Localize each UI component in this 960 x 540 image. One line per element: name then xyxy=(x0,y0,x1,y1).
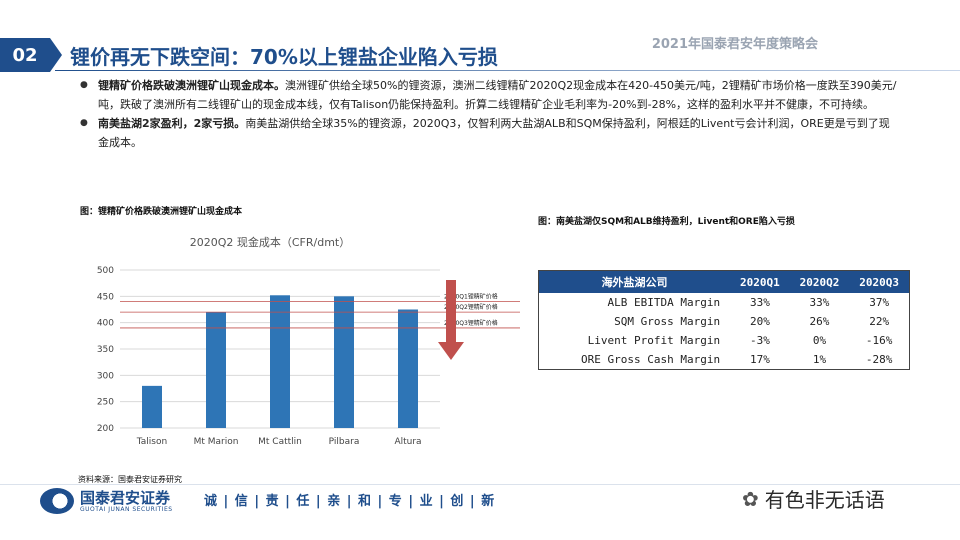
table-cell: 20% xyxy=(749,315,770,328)
y-tick-label: 250 xyxy=(97,398,114,408)
bullet-lead: 南美盐湖2家盈利，2家亏损。 xyxy=(98,117,246,130)
title-divider xyxy=(55,70,960,71)
table-row: ALB EBITDA Margin 33% 33% 37% xyxy=(539,293,910,312)
chart-bars: Talison Mt Marion Mt Cattlin Pilbara Altura xyxy=(136,295,422,447)
bullet-list: 锂精矿价格跌破澳洲锂矿山现金成本。澳洲锂矿供给全球50%的锂资源，澳洲二线锂精矿… xyxy=(80,76,900,152)
x-tick-label: Altura xyxy=(394,437,421,447)
table-cell: ORE Gross Cash Margin xyxy=(581,353,721,366)
table-row: SQM Gross Margin 20% 26% 22% xyxy=(539,312,910,331)
table-header: 海外盐湖公司 xyxy=(538,270,731,293)
bullet-item: 南美盐湖2家盈利，2家亏损。南美盐湖供给全球35%的锂资源，2020Q3，仅智利… xyxy=(80,114,900,152)
y-tick-label: 300 xyxy=(97,371,114,381)
table-cell: 1% xyxy=(812,353,827,366)
table-cell: Livent Profit Margin xyxy=(587,334,721,347)
bar xyxy=(334,296,354,428)
table-row: Livent Profit Margin -3% 0% -16% xyxy=(539,331,910,350)
slide-number: 02 xyxy=(0,38,62,72)
logo-name-cn: 国泰君安证券 xyxy=(80,488,171,507)
source-note: 资料来源：国泰君安证券研究 xyxy=(78,475,182,484)
table-header: 2020Q2 xyxy=(789,270,850,293)
logo-name-en: GUOTAI JUNAN SECURITIES xyxy=(80,505,173,513)
y-tick-label: 200 xyxy=(97,424,114,434)
bullet-text: 南美盐湖供给全球35%的锂资源，2020Q3，仅智利两大盐湖ALB和SQM保持盈… xyxy=(98,117,890,149)
company-logo: 国泰君安证券 GUOTAI JUNAN SECURITIES xyxy=(40,488,173,514)
table-cell: 33% xyxy=(809,296,830,309)
table-header: 2020Q1 xyxy=(730,270,790,293)
table-row: ORE Gross Cash Margin 17% 1% -28% xyxy=(539,350,910,370)
bullet-text: 澳洲锂矿供给全球50%的锂资源，澳洲二线锂精矿2020Q2现金成本在420-45… xyxy=(98,79,897,111)
y-tick-label: 400 xyxy=(97,319,114,329)
wechat-watermark: ✿ 有色非无话语 xyxy=(742,484,885,513)
chart-title: 2020Q2 现金成本（CFR/dmt） xyxy=(190,235,351,249)
table-cell: 22% xyxy=(869,315,890,328)
table-header: 2020Q3 xyxy=(849,270,910,293)
table-cell: 17% xyxy=(749,353,770,366)
page-title: 锂价再无下跌空间：70%以上锂盐企业陷入亏损 xyxy=(70,44,498,69)
y-tick-label: 450 xyxy=(97,292,114,302)
x-tick-label: Mt Marion xyxy=(194,437,239,447)
table-cell: -16% xyxy=(865,334,893,347)
bar xyxy=(270,295,290,428)
bar xyxy=(142,385,162,428)
conference-name: 2021年国泰君安年度策略会 xyxy=(651,37,818,52)
price-reference-label: 2020Q3锂精矿价格 xyxy=(444,319,498,327)
table-cell: -28% xyxy=(865,353,893,366)
salt-lake-margin-table: 海外盐湖公司 2020Q1 2020Q2 2020Q3 ALB EBITDA M… xyxy=(538,270,910,370)
footer-divider xyxy=(0,484,960,485)
y-tick-label: 350 xyxy=(97,345,114,355)
table-cell: ALB EBITDA Margin xyxy=(607,296,721,309)
logo-text: 国泰君安证券 GUOTAI JUNAN SECURITIES xyxy=(80,490,173,513)
logo-icon xyxy=(40,488,74,514)
price-reference-label: 2020Q2锂精矿价格 xyxy=(444,303,498,311)
wechat-icon: ✿ xyxy=(742,486,759,511)
table-cell: 0% xyxy=(812,334,827,347)
bar xyxy=(398,309,418,428)
table-cell: SQM Gross Margin xyxy=(614,315,721,328)
x-tick-label: Mt Cattlin xyxy=(258,437,302,447)
cash-cost-bar-chart: 2020Q2 现金成本（CFR/dmt） 200 250 300 350 400 450 5… xyxy=(97,235,520,447)
chart-caption: 图：锂精矿价格跌破澳洲锂矿山现金成本 xyxy=(80,207,243,217)
bar xyxy=(206,312,226,428)
table-cell: 26% xyxy=(809,315,830,328)
table-caption: 图：南美盐湖仅SQM和ALB维持盈利，Livent和ORE陷入亏损 xyxy=(538,217,795,227)
table-cell: -3% xyxy=(749,334,770,347)
watermark-text: 有色非无话语 xyxy=(764,488,885,512)
company-motto: 诚 | 信 | 责 | 任 | 亲 | 和 | 专 | 业 | 创 | 新 xyxy=(204,494,496,509)
bullet-lead: 锂精矿价格跌破澳洲锂矿山现金成本。 xyxy=(98,79,285,92)
x-tick-label: Talison xyxy=(136,437,167,447)
table-cell: 33% xyxy=(749,296,770,309)
price-reference-label: 2020Q1锂精矿价格 xyxy=(444,293,498,301)
bullet-item: 锂精矿价格跌破澳洲锂矿山现金成本。澳洲锂矿供给全球50%的锂资源，澳洲二线锂精矿… xyxy=(80,76,900,114)
price-down-arrow xyxy=(438,280,464,360)
x-tick-label: Pilbara xyxy=(329,437,360,447)
table-header-row: 海外盐湖公司 2020Q1 2020Q2 2020Q3 xyxy=(538,270,910,293)
y-tick-label: 500 xyxy=(97,266,114,276)
table-cell: 37% xyxy=(869,296,890,309)
